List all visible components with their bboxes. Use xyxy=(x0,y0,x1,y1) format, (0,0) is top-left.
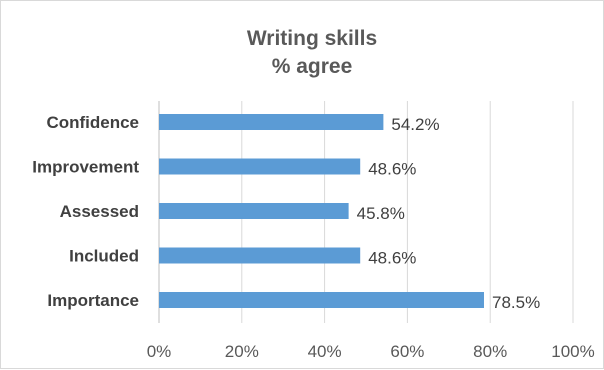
bar-confidence xyxy=(159,114,384,130)
x-tick-label: 100% xyxy=(551,342,594,361)
value-label: 45.8% xyxy=(357,204,405,223)
bar-improvement xyxy=(159,158,361,175)
bar-assessed xyxy=(159,203,349,219)
bars xyxy=(159,114,484,308)
x-tick-label: 40% xyxy=(308,342,342,361)
category-label: Importance xyxy=(47,291,139,310)
value-label: 54.2% xyxy=(391,115,439,134)
category-label: Confidence xyxy=(46,113,139,132)
x-tick-label: 60% xyxy=(390,342,424,361)
chart-title-line-1: Writing skills xyxy=(247,27,377,50)
x-tick-label: 80% xyxy=(473,342,507,361)
value-labels: 54.2% 48.6% 45.8% 48.6% 78.5% xyxy=(357,115,541,312)
x-axis-ticks: 0% 20% 40% 60% 80% 100% xyxy=(147,342,595,361)
bar-included xyxy=(159,247,361,264)
value-label: 48.6% xyxy=(368,249,416,268)
value-label: 78.5% xyxy=(492,293,540,312)
category-label: Included xyxy=(69,247,139,266)
category-label: Assessed xyxy=(60,202,139,221)
chart-title-line-2: % agree xyxy=(272,55,353,78)
x-tick-label: 20% xyxy=(225,342,259,361)
value-label: 48.6% xyxy=(368,160,416,179)
category-labels: Confidence Improvement Assessed Included Imp… xyxy=(32,113,139,310)
x-tick-label: 0% xyxy=(147,342,172,361)
bar-importance xyxy=(159,292,484,308)
category-label: Improvement xyxy=(32,158,139,177)
